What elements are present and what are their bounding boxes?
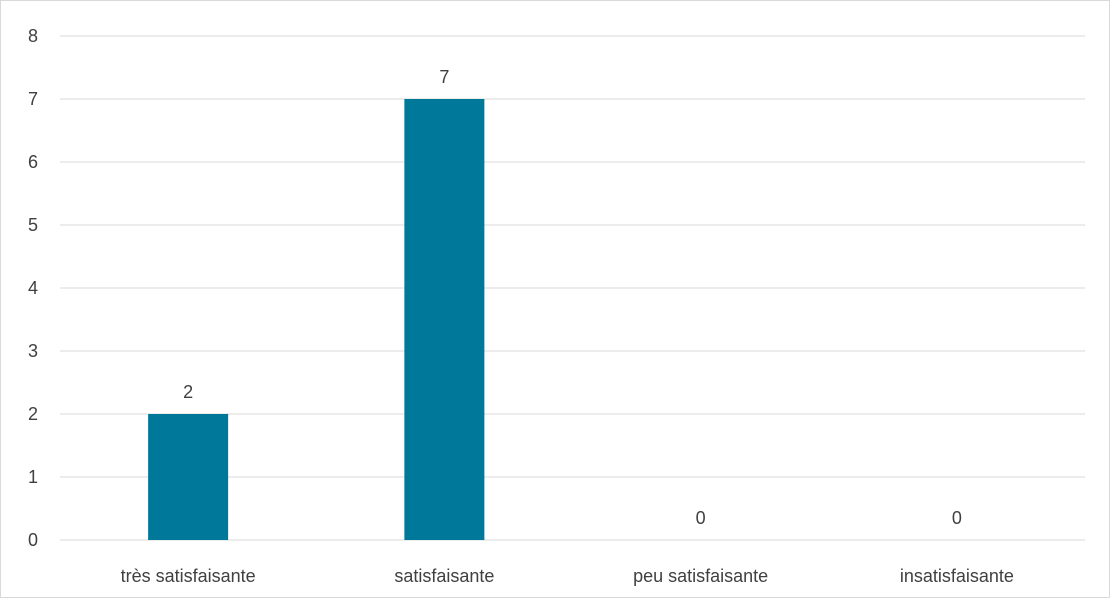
bar: [148, 414, 229, 540]
y-tick-label: 0: [28, 530, 38, 550]
bar: [404, 99, 485, 540]
y-tick-label: 4: [28, 278, 38, 298]
x-tick-label: satisfaisante: [394, 566, 494, 586]
data-label: 7: [439, 67, 449, 87]
data-label: 2: [183, 382, 193, 402]
x-tick-label: très satisfaisante: [121, 566, 256, 586]
x-axis-tick-labels: très satisfaisante satisfaisante peu satis…: [121, 566, 1014, 586]
data-labels: 2 7 0 0: [183, 67, 962, 528]
bars: [148, 99, 485, 540]
y-tick-label: 8: [28, 26, 38, 46]
y-tick-label: 6: [28, 152, 38, 172]
data-label: 0: [696, 508, 706, 528]
y-axis-tick-labels: 0 1 2 3 4 5 6 7 8: [28, 26, 38, 550]
x-tick-label: peu satisfaisante: [633, 566, 768, 586]
y-tick-label: 5: [28, 215, 38, 235]
gridlines: [60, 35, 1085, 541]
y-tick-label: 3: [28, 341, 38, 361]
data-label: 0: [952, 508, 962, 528]
y-tick-label: 2: [28, 404, 38, 424]
x-tick-label: insatisfaisante: [900, 566, 1014, 586]
y-tick-label: 1: [28, 467, 38, 487]
y-tick-label: 7: [28, 89, 38, 109]
